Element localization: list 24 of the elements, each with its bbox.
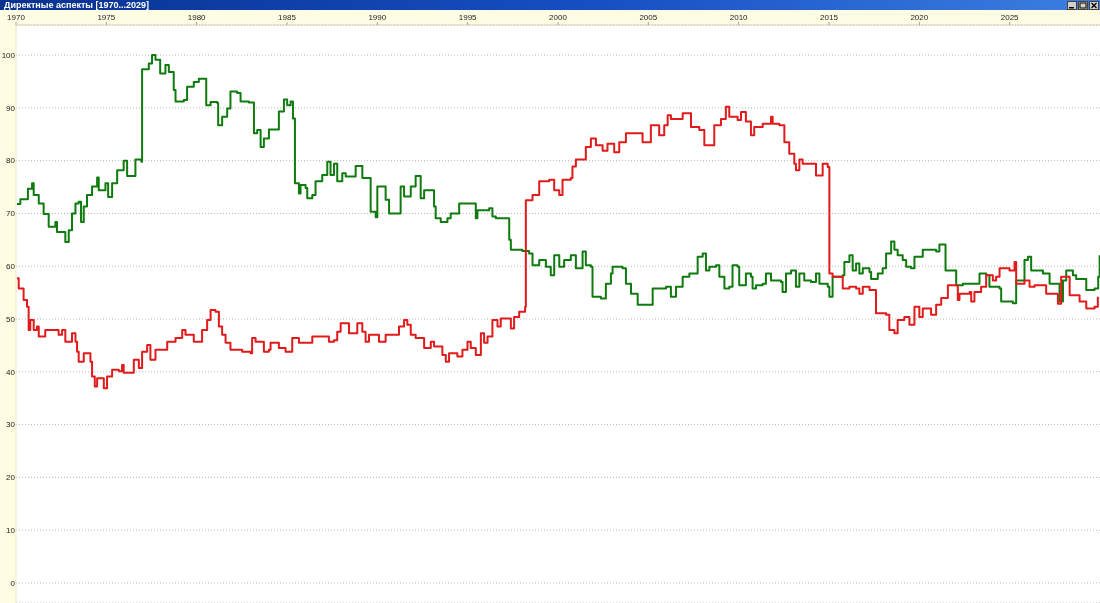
x-tick-label: 1975 (97, 13, 116, 22)
y-tick-label: 50 (6, 314, 16, 324)
y-tick-label: 30 (6, 420, 16, 430)
y-tick-label: 40 (6, 367, 16, 377)
x-tick-label: 2010 (729, 13, 749, 22)
x-tick-label: 2005 (639, 13, 658, 22)
x-tick-label: 1990 (368, 13, 387, 22)
y-tick-label: 10 (6, 526, 16, 535)
x-tick-label: 1995 (458, 13, 478, 22)
y-tick-label: 20 (6, 473, 16, 483)
x-tick-label: 2015 (820, 13, 839, 22)
x-tick-label: 1970 (7, 13, 26, 22)
y-tick-label: 80 (6, 156, 16, 166)
y-tick-label: 100 (1, 50, 16, 60)
y-tick-label: 0 (10, 578, 16, 588)
x-tick-label: 1985 (278, 13, 297, 22)
x-tick-label: 2020 (910, 13, 929, 22)
x-tick-label: 2000 (549, 13, 568, 22)
y-tick-label: 90 (6, 103, 16, 113)
y-tick-label: 70 (6, 209, 16, 219)
x-tick-label: 1980 (187, 13, 207, 22)
y-tick-label: 60 (6, 262, 16, 272)
x-tick-label: 2025 (1000, 13, 1020, 22)
chart-title: Директные аспекты [1970...2029] (4, 0, 150, 10)
